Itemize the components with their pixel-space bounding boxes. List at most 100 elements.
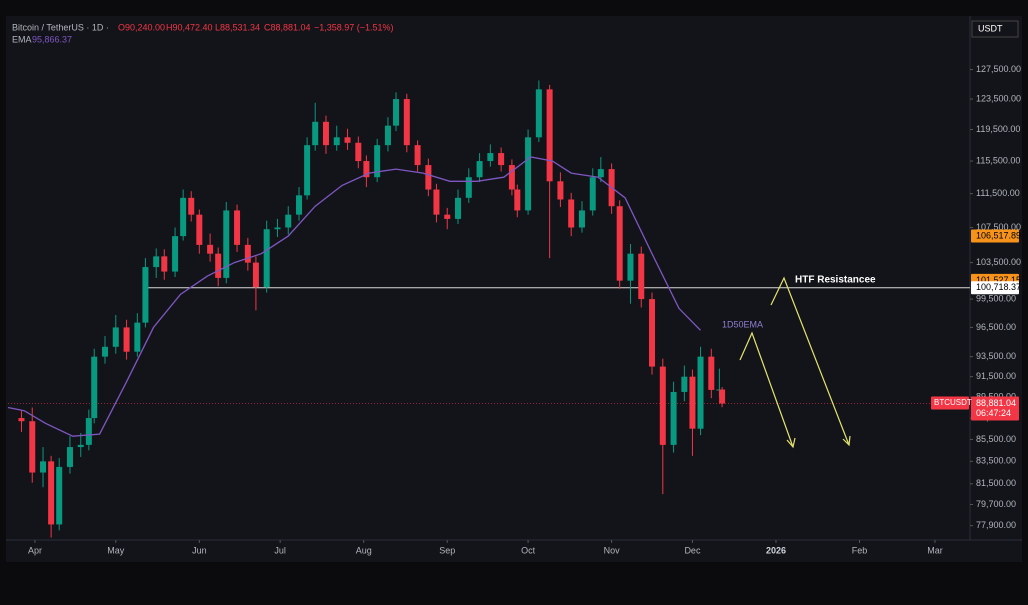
y-tick-label: 93,500.00 — [976, 351, 1016, 361]
candle-body — [215, 253, 222, 278]
y-tick-label: 103,500.00 — [976, 257, 1021, 267]
candle-body — [207, 244, 214, 254]
x-tick-label: Mar — [927, 545, 943, 555]
candle-body — [134, 322, 141, 352]
currency-box[interactable] — [971, 20, 1019, 38]
candle-body — [627, 253, 634, 281]
y-tick-label: 115,500.00 — [976, 155, 1020, 165]
candle-body — [29, 421, 36, 473]
candle-body — [384, 125, 391, 146]
y-tick-label: 107,500.00 — [976, 222, 1021, 232]
y-tick-label: 79,700.00 — [976, 499, 1016, 509]
ema-line — [7, 156, 701, 437]
candle-body — [414, 145, 421, 166]
candle-body — [344, 137, 351, 143]
candle-body — [455, 197, 462, 219]
currency: USDT — [978, 23, 1003, 33]
candle-body — [263, 229, 270, 288]
candle-body — [670, 391, 677, 445]
x-tick-label: Oct — [521, 545, 536, 555]
header-ema-value: 95,866.37 — [32, 34, 72, 44]
candle-body — [393, 99, 400, 126]
y-tick-label: 83,500.00 — [976, 456, 1016, 466]
x-tick-label: Jul — [274, 545, 286, 555]
last-price-tag — [971, 396, 1019, 421]
x-tick-label: Jun — [192, 545, 207, 555]
candle-body — [659, 366, 666, 445]
candle-body — [498, 153, 505, 166]
x-tick-label: Feb — [852, 545, 868, 555]
candle-body — [425, 165, 432, 190]
candle-body — [304, 145, 311, 196]
candle-body — [557, 181, 564, 200]
x-tick-label: Sep — [439, 545, 455, 555]
y-tick-label: 127,500.00 — [976, 64, 1021, 74]
candle-body — [91, 356, 98, 419]
y-tick-label: 81,500.00 — [976, 478, 1016, 488]
candle-body — [312, 121, 319, 146]
symbol-tag-label: BTCUSDT — [934, 398, 972, 407]
candle-body — [161, 256, 168, 272]
candle-body — [535, 89, 542, 138]
candle-body — [363, 161, 370, 178]
candle-body — [285, 214, 292, 228]
x-tick-label: May — [107, 545, 125, 555]
candle-body — [56, 466, 63, 525]
header-close: C88,881.04 — [264, 22, 311, 32]
candle-body — [188, 197, 195, 215]
price-tag — [971, 281, 1019, 295]
candle-body — [525, 137, 532, 211]
price-tag-label: 100,718.37 — [976, 282, 1021, 292]
y-tick-label: 111,500.00 — [976, 188, 1020, 198]
x-tick-label: 2026 — [766, 545, 786, 555]
price-tag — [971, 229, 1019, 243]
candle-body — [487, 153, 494, 162]
candle-body — [142, 267, 149, 323]
candle-body — [719, 389, 726, 404]
candle-body — [374, 145, 381, 178]
candle-body — [514, 189, 521, 211]
candle-body — [355, 142, 362, 162]
chart-panel — [6, 16, 1022, 562]
candle-body — [697, 356, 704, 429]
candle-body — [546, 89, 553, 182]
candle-body — [689, 376, 696, 429]
candle-body — [85, 418, 92, 445]
arrow-head — [786, 437, 796, 449]
candle-body — [196, 214, 203, 245]
candle-body — [568, 199, 575, 228]
x-tick-label: Nov — [604, 545, 621, 555]
candle-body — [433, 189, 440, 215]
candle-body — [465, 177, 472, 198]
header-symbol: Bitcoin / TetherUS · 1D · — [12, 22, 109, 32]
header-ema-name: EMA — [12, 34, 32, 44]
header-low: L88,531.34 — [215, 22, 260, 32]
candle-body — [102, 346, 109, 357]
candle-body — [296, 195, 303, 215]
candle-body — [638, 253, 645, 300]
x-tick-label: Apr — [28, 545, 42, 555]
candle-body — [18, 418, 25, 422]
candle-body — [708, 356, 715, 390]
price-tag-label: 106,517.89 — [976, 230, 1021, 240]
candle-body — [274, 227, 281, 230]
y-tick-label: 89,500.00 — [976, 392, 1016, 402]
y-tick-label: 119,500.00 — [976, 124, 1020, 134]
arrow — [739, 331, 794, 448]
candle-body — [476, 161, 483, 178]
candle-body — [234, 210, 241, 245]
candle-body — [444, 214, 451, 219]
candle-body — [681, 376, 688, 392]
header-open: O90,240.00 — [118, 22, 165, 32]
candle-body — [597, 169, 604, 178]
candle-body — [322, 121, 329, 146]
candle-body — [578, 210, 585, 228]
candle-body — [40, 461, 47, 473]
last-price-label: 88,881.04 — [976, 398, 1016, 408]
y-tick-label: 91,500.00 — [976, 371, 1016, 381]
arrow-head — [842, 435, 851, 447]
y-tick-label: 85,500.00 — [976, 434, 1016, 444]
countdown-label: 06:47:24 — [976, 408, 1011, 418]
